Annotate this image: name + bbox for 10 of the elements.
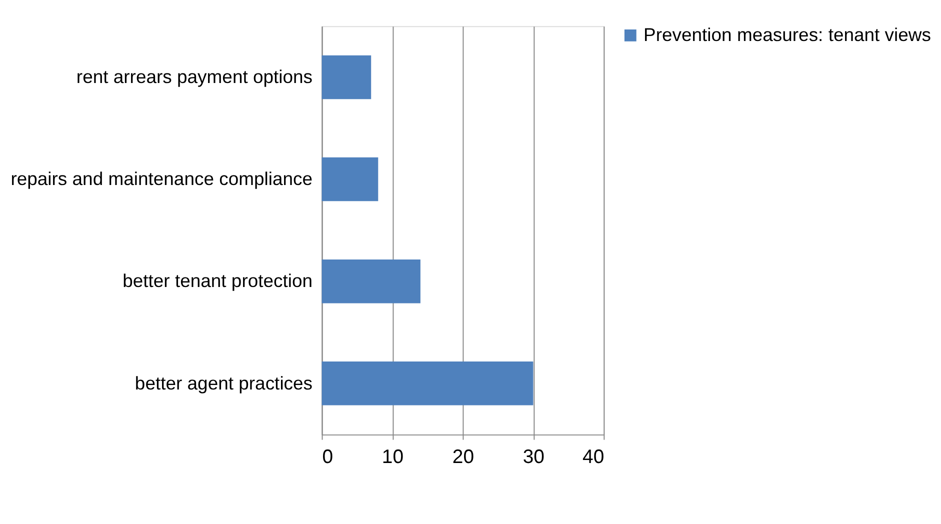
x-tick-label: 0 (322, 446, 334, 468)
legend-label: Prevention measures: tenant views (644, 24, 931, 46)
y-tick-label: better agent practices (134, 372, 313, 394)
x-tick-label: 40 (582, 446, 604, 468)
x-tick-label: 20 (452, 446, 474, 468)
y-tick-label: rent arrears payment options (76, 66, 313, 88)
x-tick-label: 30 (522, 446, 545, 468)
y-tick-label: repairs and maintenance compliance (10, 168, 313, 190)
y-tick-label: better tenant protection (122, 270, 313, 292)
x-tick-label: 10 (382, 446, 404, 468)
